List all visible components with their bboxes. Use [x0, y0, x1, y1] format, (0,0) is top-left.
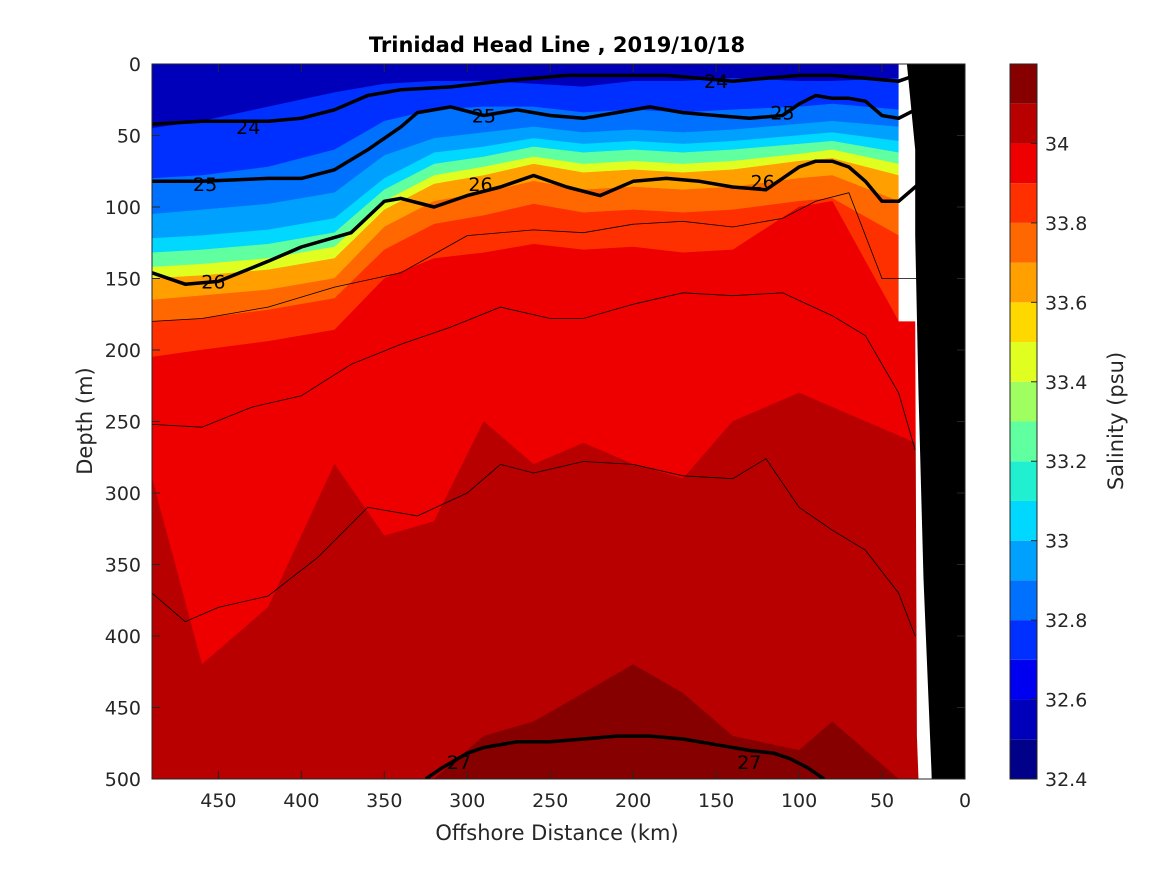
contour-label: 27 [447, 752, 471, 774]
y-axis: 0 50 100 150 200 250 300 350 400 450 500 [105, 54, 965, 791]
salinity-layer [152, 664, 932, 779]
colorbar-tick-label: 32.4 [1045, 769, 1087, 791]
density-contours [152, 70, 933, 779]
colorbar-tick-label: 33.6 [1045, 292, 1087, 314]
white-gap-region [898, 64, 932, 779]
density-contour-27 [424, 734, 825, 779]
colorbar-tick-label: 33.8 [1045, 213, 1087, 235]
x-tick-label: 300 [449, 790, 485, 812]
y-tick-label: 250 [105, 412, 141, 434]
contour-labels: 24 24 25 25 25 26 26 26 27 27 [193, 71, 795, 774]
contour-label: 25 [770, 103, 794, 125]
colorbar-segment [1010, 103, 1037, 144]
colorbar-tick-label: 32.6 [1045, 690, 1087, 712]
colorbar: 32.4 32.6 32.8 33 33.2 33.4 33.6 33.8 34 [1009, 63, 1087, 791]
white-gap [898, 64, 932, 779]
colorbar-label: Salinity (psu) [1104, 352, 1128, 490]
y-tick-label: 400 [105, 626, 141, 648]
thin-contour-line [152, 458, 916, 637]
density-contour-24 [152, 70, 933, 126]
colorbar-tick-label: 33 [1045, 531, 1069, 553]
contour-label: 26 [750, 171, 774, 193]
colorbar-segment [1010, 620, 1037, 660]
contour-label: 25 [472, 105, 496, 127]
plot-area: 24 24 25 25 25 26 26 26 27 27 [151, 63, 966, 780]
density-contour-25 [152, 93, 933, 184]
colorbar-segment [1010, 580, 1037, 621]
thin-density-contours [152, 192, 932, 637]
x-axis-label: Offshore Distance (km) [435, 821, 678, 845]
y-axis-label: Depth (m) [73, 367, 97, 474]
x-tick-label: 350 [366, 790, 402, 812]
contour-label: 24 [236, 117, 260, 139]
contour-label: 27 [737, 752, 761, 774]
colorbar-segment [1010, 381, 1037, 422]
salinity-layer [152, 392, 933, 779]
colorbar-segment [1010, 222, 1037, 263]
density-contour-26 [152, 159, 933, 286]
colorbar-segment [1010, 262, 1037, 303]
x-axis: 450 400 350 300 250 200 150 100 50 0 [200, 64, 971, 812]
bathymetry [906, 64, 965, 779]
colorbar-tick-label: 32.8 [1045, 610, 1087, 632]
x-tick-label: 0 [959, 790, 971, 812]
y-tick-label: 350 [105, 555, 141, 577]
thin-contour-line [152, 292, 916, 451]
colorbar-segment [1010, 659, 1037, 700]
y-tick-label: 500 [105, 769, 141, 791]
x-tick-label: 400 [283, 790, 319, 812]
contour-label: 26 [468, 174, 492, 196]
colorbar-segment [1010, 461, 1037, 501]
y-tick-label: 200 [105, 340, 141, 362]
colorbar-segment [1010, 699, 1037, 740]
colorbar-tick-label: 33.2 [1045, 451, 1087, 473]
colorbar-frame [1009, 63, 1038, 780]
salinity-field [152, 64, 965, 779]
y-tick-label: 150 [105, 269, 141, 291]
contour-label: 24 [704, 71, 728, 93]
colorbar-segment [1010, 540, 1037, 581]
thin-contour-line [152, 192, 932, 322]
chart-title: Trinidad Head Line , 2019/10/18 [369, 33, 745, 57]
colorbar-segment [1010, 64, 1037, 104]
colorbar-segment [1010, 183, 1037, 223]
contour-label: 25 [193, 174, 217, 196]
colorbar-segment [1010, 421, 1037, 462]
bathymetry-shape [906, 64, 965, 779]
colorbar-segment [1010, 143, 1037, 184]
y-tick-label: 300 [105, 483, 141, 505]
colorbar-segment [1010, 342, 1037, 382]
colorbar-segment [1010, 302, 1037, 343]
x-tick-label: 200 [615, 790, 651, 812]
y-tick-label: 450 [105, 698, 141, 720]
y-tick-label: 50 [117, 126, 141, 148]
x-tick-label: 250 [532, 790, 568, 812]
colorbar-tick-label: 34 [1045, 133, 1069, 155]
y-tick-label: 100 [105, 197, 141, 219]
colorbar-tick-label: 33.4 [1045, 372, 1087, 394]
x-tick-label: 450 [200, 790, 236, 812]
colorbar-segment [1010, 500, 1037, 541]
x-tick-label: 50 [870, 790, 894, 812]
colorbar-segment [1010, 739, 1037, 779]
x-tick-label: 100 [781, 790, 817, 812]
x-tick-label: 150 [698, 790, 734, 812]
contour-label: 26 [201, 271, 225, 293]
y-tick-label: 0 [129, 54, 141, 76]
